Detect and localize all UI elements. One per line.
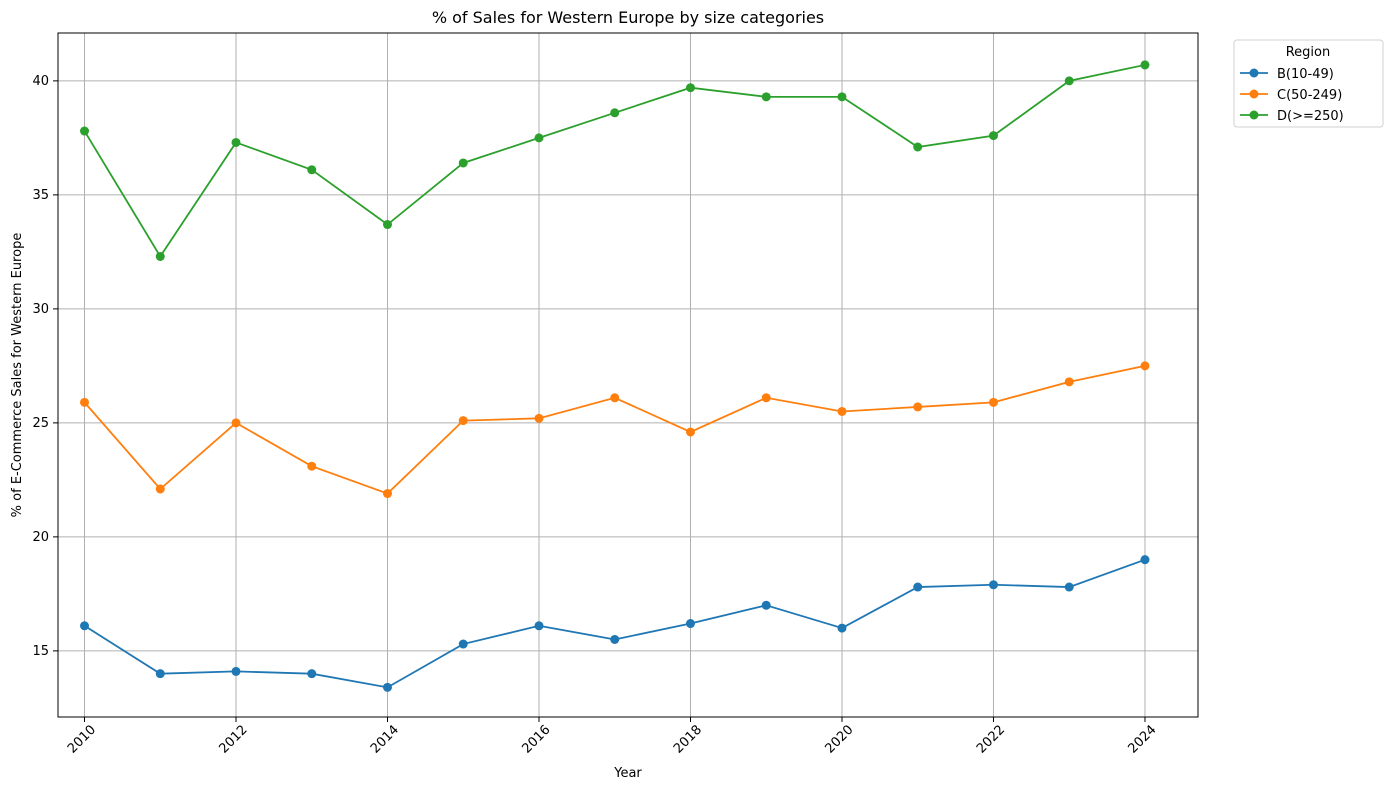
data-point (80, 397, 90, 407)
data-point (1140, 361, 1150, 371)
x-tick-label: 2020 (823, 723, 857, 757)
data-point (383, 682, 393, 692)
data-point (610, 634, 620, 644)
data-point (155, 484, 165, 494)
y-tick-label: 30 (32, 302, 49, 317)
data-point (307, 165, 317, 175)
series-line (83, 64, 1146, 259)
x-tick-label: 2016 (520, 723, 554, 757)
data-point (155, 251, 165, 261)
data-point (988, 580, 998, 590)
data-point (837, 406, 847, 416)
data-point (80, 621, 90, 631)
data-point (307, 461, 317, 471)
data-point (534, 133, 544, 143)
data-point (1140, 60, 1150, 70)
legend-title: Region (1286, 45, 1331, 60)
data-point (837, 92, 847, 102)
data-point (685, 619, 695, 629)
legend-label: C(50-249) (1277, 88, 1342, 103)
y-tick-label: 40 (32, 74, 49, 89)
legend-entry: B(10-49) (1240, 67, 1334, 82)
grid (58, 33, 1198, 717)
y-axis: 15 20 25 30 35 40 (32, 74, 58, 659)
y-tick-label: 25 (32, 416, 49, 431)
x-tick-label: 2014 (368, 723, 402, 757)
data-point (458, 158, 468, 168)
legend-marker (1249, 68, 1259, 78)
data-point (761, 92, 771, 102)
data-point (534, 621, 544, 631)
x-axis-label: Year (613, 766, 642, 781)
data-point (761, 393, 771, 403)
series-0 (80, 555, 1150, 692)
series-line (84, 558, 1146, 689)
data-point (458, 639, 468, 649)
y-tick-label: 35 (32, 188, 49, 203)
data-point (988, 131, 998, 141)
x-tick-label: 2024 (1125, 723, 1159, 757)
data-point (231, 666, 241, 676)
legend-marker (1249, 110, 1259, 120)
data-point (383, 489, 393, 499)
y-tick-label: 15 (32, 644, 49, 659)
legend-entry: C(50-249) (1240, 88, 1342, 103)
series-1 (80, 361, 1150, 499)
data-point (80, 126, 90, 136)
data-point (307, 669, 317, 679)
data-point (458, 416, 468, 426)
chart-title: % of Sales for Western Europe by size ca… (432, 8, 824, 27)
legend: Region B(10-49) C(50-249) D(>=250) (1233, 39, 1384, 128)
y-tick-label: 20 (32, 530, 49, 545)
plot-area-frame (57, 32, 1199, 718)
data-point (610, 393, 620, 403)
data-point (231, 418, 241, 428)
data-point (837, 623, 847, 633)
x-tick-label: 2012 (217, 723, 251, 757)
data-point (1064, 76, 1074, 86)
data-point (383, 220, 393, 230)
data-point (1064, 582, 1074, 592)
data-point (988, 397, 998, 407)
data-point (534, 413, 544, 423)
x-tick-label: 2010 (65, 723, 99, 757)
data-point (610, 108, 620, 118)
legend-marker (1249, 89, 1259, 99)
data-point (913, 402, 923, 412)
data-point (913, 582, 923, 592)
data-point (1064, 377, 1074, 387)
x-tick-label: 2018 (671, 723, 705, 757)
legend-label: D(>=250) (1277, 109, 1344, 124)
series-line (83, 364, 1146, 495)
series-layer (80, 60, 1150, 692)
data-point (913, 142, 923, 152)
x-axis: 2010 2012 2014 2016 2018 2020 2022 2024 (65, 717, 1160, 757)
data-point (761, 600, 771, 610)
y-axis-label: % of E-Commerce Sales for Western Europe (10, 233, 25, 518)
legend-items: B(10-49) C(50-249) D(>=250) (1240, 67, 1344, 124)
data-point (155, 669, 165, 679)
data-point (1140, 555, 1150, 565)
legend-label: B(10-49) (1277, 67, 1334, 82)
series-2 (80, 60, 1150, 261)
data-point (685, 427, 695, 437)
legend-frame (1233, 39, 1384, 128)
x-tick-label: 2022 (974, 723, 1008, 757)
legend-entry: D(>=250) (1240, 109, 1344, 124)
data-point (231, 137, 241, 147)
data-point (685, 83, 695, 93)
